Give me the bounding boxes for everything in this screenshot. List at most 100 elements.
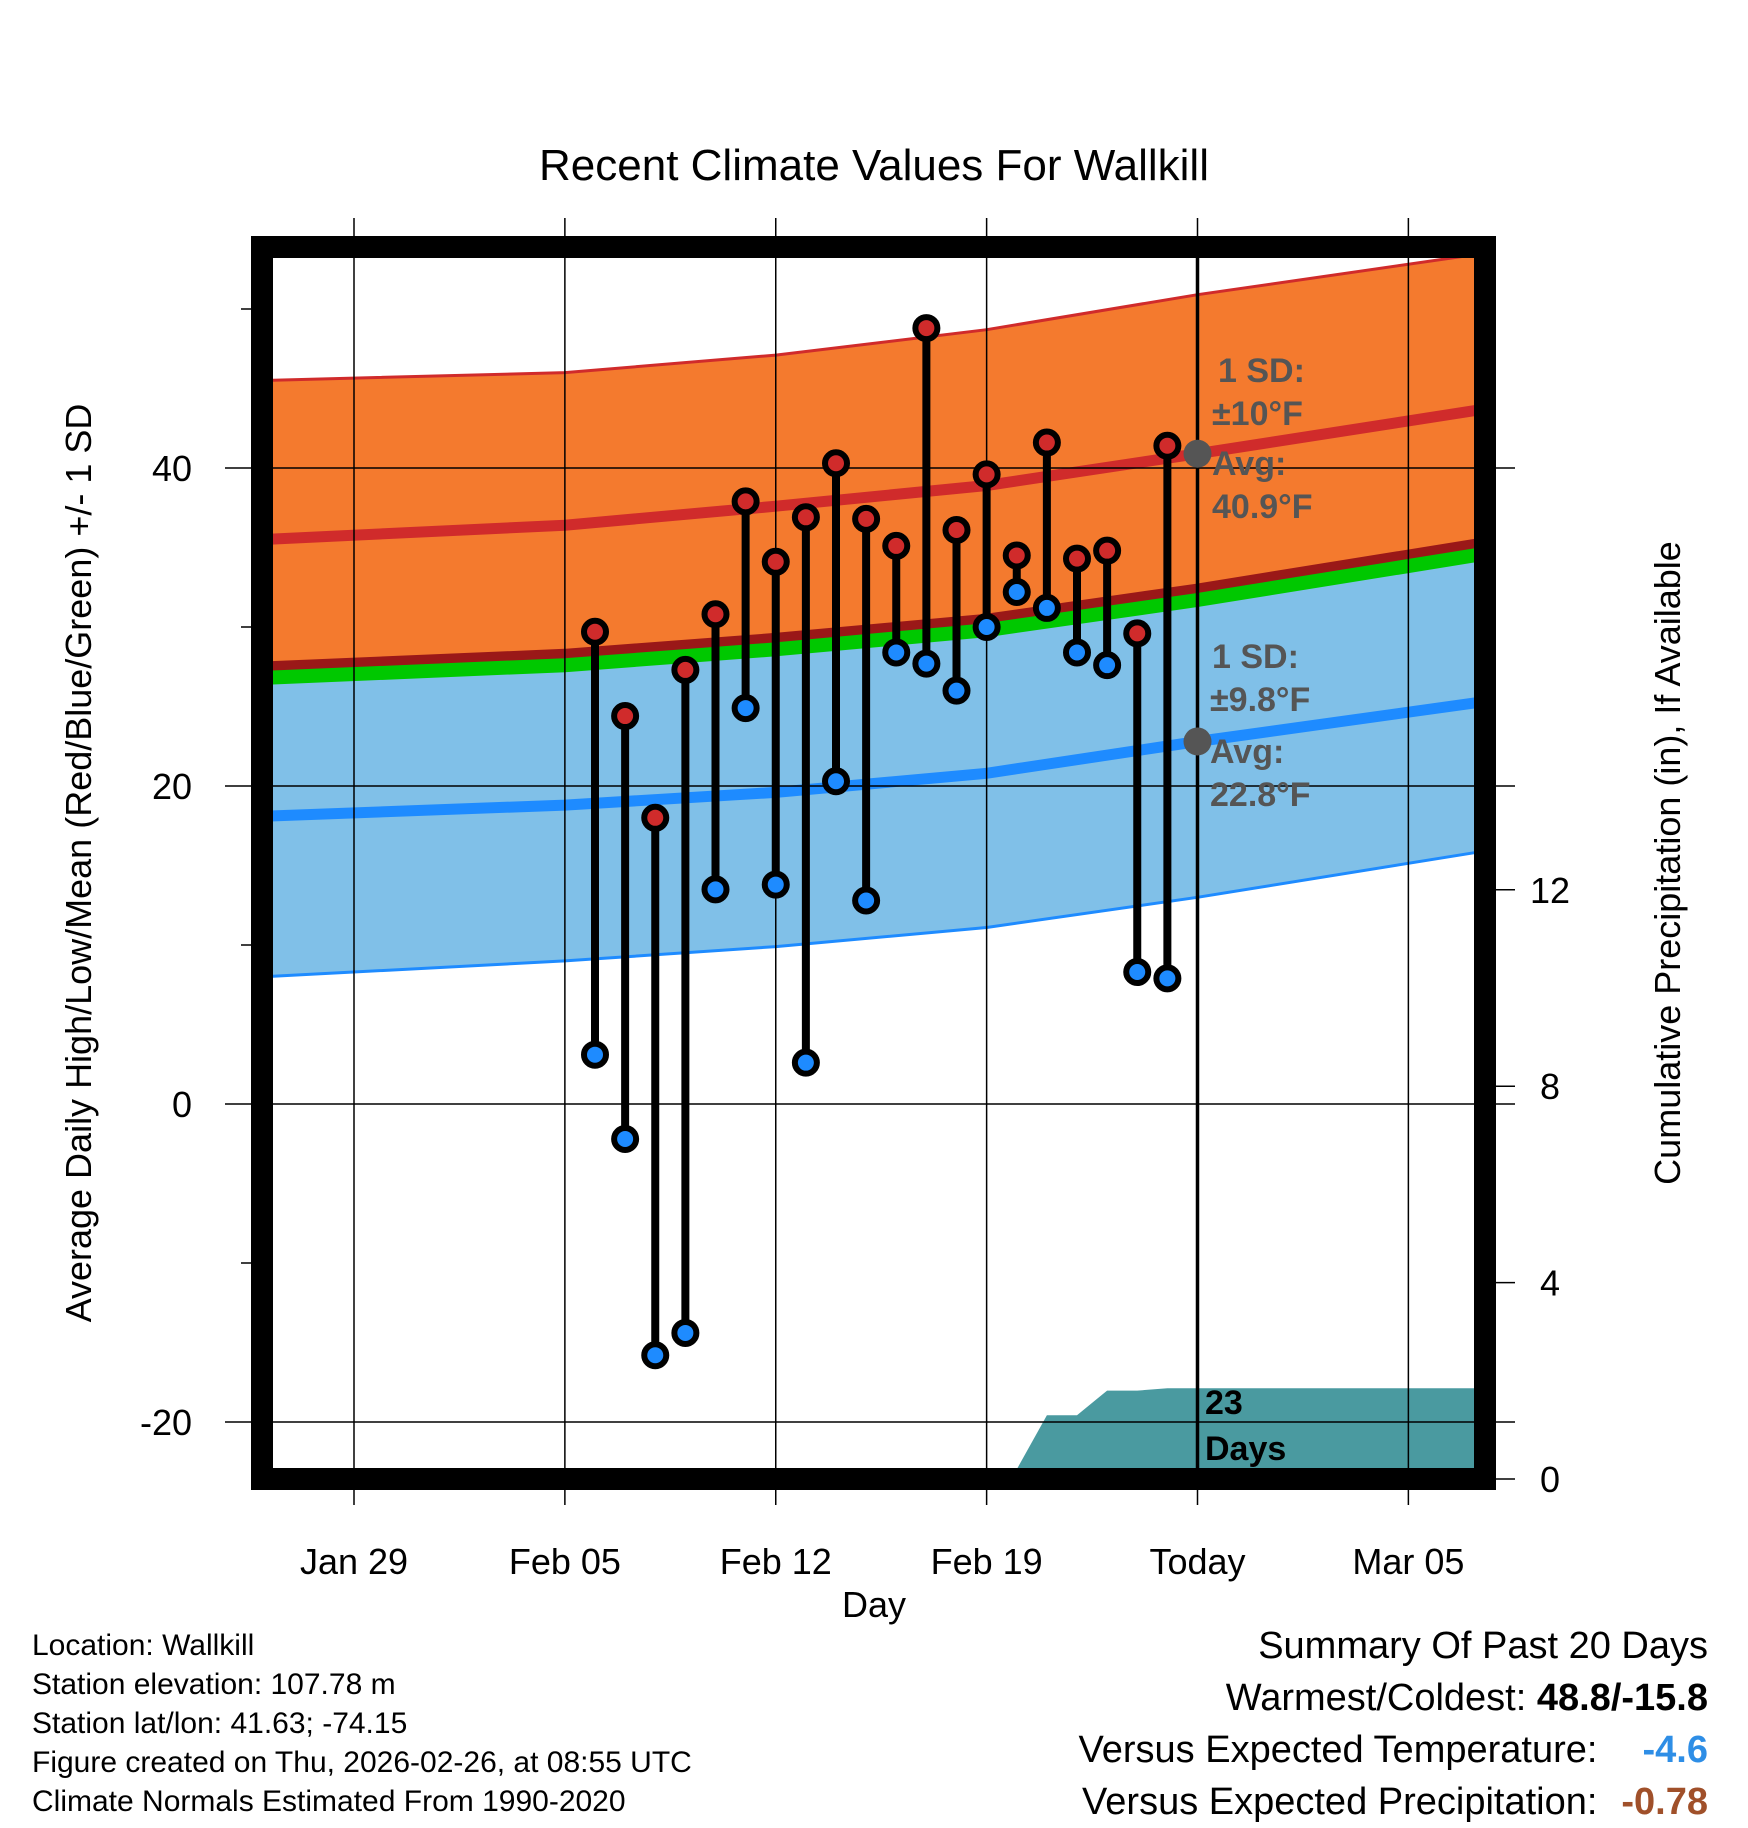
daily-high-point (852, 504, 881, 533)
daily-low-point (1123, 958, 1152, 987)
daily-high-point (791, 503, 820, 532)
daily-high-point (942, 516, 971, 545)
daily-low-point (912, 649, 941, 678)
location-text: Location: Wallkill (32, 1629, 255, 1662)
x-tick-label: Feb 12 (720, 1541, 832, 1582)
axes: Jan 29 Feb 05 Feb 12 Feb 19 Today Mar 05 -20 0 2… (140, 308, 1570, 1582)
plot-frame (251, 236, 1496, 1490)
temp-label: Versus Expected Temperature: (1078, 1729, 1598, 1771)
low-avg-value: 22.8°F (1210, 776, 1311, 814)
daily-low-point (581, 1040, 609, 1069)
daily-high-point (611, 702, 640, 731)
x-tick-label: Feb 05 (509, 1541, 621, 1582)
today-high-avg-marker (1183, 439, 1212, 468)
daily-marks (581, 314, 1212, 1370)
low-avg-label: Avg: (1210, 733, 1284, 771)
y-tick-label: 40 (152, 448, 192, 489)
warmest-label: Warmest/Coldest: (1225, 1677, 1527, 1719)
low-sd-band-upper (263, 553, 1484, 817)
y-tick-label: -20 (140, 1402, 192, 1443)
station-info: Location: Wallkill Station elevation: 10… (32, 1626, 692, 1821)
daily-low-point (611, 1124, 640, 1153)
precip-area (956, 1388, 1484, 1479)
precip-label: Versus Expected Precipitation: (1082, 1781, 1598, 1823)
low-avg-line (263, 696, 1485, 822)
latlon-text: Station lat/lon: 41.63; -74.15 (32, 1707, 408, 1740)
high-avg-line (263, 403, 1485, 545)
warmest-row: Warmest/Coldest: 48.8/-15.8 (1079, 1672, 1708, 1724)
elevation-text: Station elevation: 107.78 m (32, 1668, 396, 1701)
today-low-avg-marker (1183, 727, 1212, 756)
daily-high-point (671, 655, 700, 684)
daily-low-point (972, 613, 1001, 641)
daily-high-point (761, 547, 790, 576)
days-count: 23 (1205, 1384, 1243, 1422)
high-sd-value: ±10°F (1212, 395, 1303, 433)
precip-value: -0.78 (1621, 1781, 1708, 1823)
daily-low-point (822, 767, 850, 796)
daily-high-point (1093, 536, 1122, 565)
high-sd-label: 1 SD: (1218, 352, 1305, 390)
daily-high-point (1123, 619, 1152, 648)
x-tick-label: Jan 29 (300, 1541, 408, 1582)
daily-high-point (822, 449, 850, 478)
y2-tick-label: 0 (1540, 1459, 1560, 1500)
y-axis-label: Average Daily High/Low/Mean (Red/Blue/Gr… (58, 404, 99, 1323)
daily-low-point (1063, 638, 1091, 667)
daily-high-point (581, 617, 609, 646)
daily-high-point (1063, 544, 1091, 573)
x-axis-label: Day (842, 1584, 906, 1625)
summary-title: Summary Of Past 20 Days (1258, 1625, 1708, 1667)
y2-axis-label: Cumulative Precipitation (in), If Availa… (1647, 541, 1688, 1185)
daily-high-point (1153, 431, 1182, 460)
daily-high-point (1002, 541, 1031, 570)
temp-row: Versus Expected Temperature: -4.6 (1079, 1724, 1708, 1776)
daily-low-point (942, 676, 971, 705)
daily-low-point (731, 694, 760, 723)
low-sd-band-lower (263, 701, 1484, 977)
high-avg-value: 40.9°F (1212, 488, 1313, 526)
y2-tick-label: 4 (1540, 1263, 1560, 1304)
created-text: Figure created on Thu, 2026-02-26, at 08… (32, 1746, 692, 1779)
low-lower-sd-line (263, 849, 1484, 979)
annotations: 1 SD: ±10°F Avg: 40.9°F 1 SD: ±9.8°F Avg… (1205, 352, 1313, 1468)
y-tick-label: 20 (152, 766, 192, 807)
high-upper-sd-line (263, 251, 1484, 382)
daily-high-point (912, 314, 941, 343)
low-sd-value: ±9.8°F (1210, 681, 1310, 719)
normals-text: Climate Normals Estimated From 1990-2020 (32, 1785, 626, 1818)
daily-low-point (1002, 578, 1031, 607)
daily-high-point (972, 460, 1001, 489)
daily-high-point (731, 487, 760, 516)
temp-value: -4.6 (1642, 1729, 1708, 1771)
y-tick-label: 0 (172, 1084, 192, 1125)
precip-row: Versus Expected Precipitation: -0.78 (1079, 1776, 1708, 1828)
daily-low-point (671, 1318, 700, 1347)
warmest-value: 48.8/-15.8 (1536, 1677, 1708, 1719)
daily-low-point (1153, 964, 1182, 993)
daily-high-point (641, 803, 670, 832)
y2-tick-label: 12 (1530, 870, 1570, 911)
daily-low-point (701, 875, 730, 904)
x-tick-label: Today (1149, 1541, 1245, 1582)
days-word: Days (1205, 1430, 1286, 1468)
daily-high-point (882, 531, 911, 560)
x-tick-label: Mar 05 (1352, 1541, 1464, 1582)
daily-high-point (1032, 428, 1061, 457)
daily-low-point (1093, 651, 1122, 680)
summary-panel: Summary Of Past 20 Days Warmest/Coldest:… (1079, 1620, 1708, 1828)
daily-low-point (761, 870, 790, 899)
daily-low-point (1032, 593, 1061, 622)
high-avg-label: Avg: (1212, 445, 1286, 483)
daily-low-point (852, 886, 881, 915)
y2-tick-label: 8 (1540, 1066, 1560, 1107)
daily-low-point (641, 1341, 670, 1370)
low-sd-label: 1 SD: (1212, 638, 1299, 676)
daily-high-point (701, 600, 730, 629)
daily-low-point (791, 1048, 820, 1077)
chart-title: Recent Climate Values For Wallkill (539, 141, 1209, 190)
high-sd-band-lower (263, 409, 1484, 678)
x-tick-label: Feb 19 (931, 1541, 1043, 1582)
daily-low-point (882, 638, 911, 667)
